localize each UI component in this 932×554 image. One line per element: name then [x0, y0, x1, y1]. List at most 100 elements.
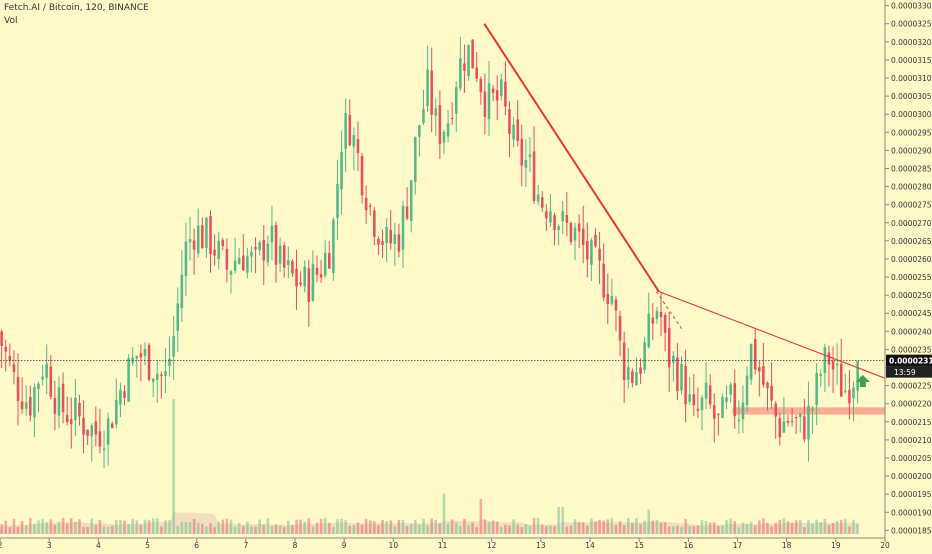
- candle-body: [426, 69, 429, 106]
- volume-bar: [827, 524, 831, 534]
- candle-body: [225, 248, 229, 270]
- volume-bar: [606, 519, 610, 534]
- price-tick-label: 0.00003250: [891, 20, 932, 29]
- volume-bar: [610, 518, 614, 534]
- countdown-badge: [886, 366, 932, 378]
- candle-body: [16, 376, 20, 401]
- candle-body: [594, 234, 597, 247]
- candle-body: [557, 226, 560, 231]
- candle-body: [500, 79, 503, 97]
- candle-body: [131, 357, 134, 363]
- candle-body: [385, 227, 388, 244]
- candle-body: [602, 263, 605, 298]
- candle-body: [262, 240, 266, 261]
- volume-bar: [319, 518, 323, 534]
- volume-bar: [356, 522, 360, 534]
- candle-body: [307, 268, 311, 303]
- volume-bar: [520, 527, 524, 534]
- volume-bar: [57, 521, 61, 534]
- candle-body: [282, 245, 286, 268]
- candle-body: [631, 371, 634, 383]
- volume-bar: [770, 526, 773, 534]
- time-tick-label: 3: [47, 541, 52, 550]
- candle-body: [205, 217, 208, 248]
- volume-bar: [532, 517, 536, 534]
- volume-bar: [758, 520, 761, 534]
- candle-body: [127, 358, 130, 402]
- volume-bar: [729, 518, 732, 534]
- price-tick-label: 0.00002900: [891, 146, 932, 155]
- volume-bar: [655, 520, 659, 534]
- candle-body: [143, 349, 147, 357]
- volume-bar: [692, 526, 696, 534]
- price-tick-label: 0.00001950: [891, 490, 932, 499]
- candle-body: [254, 247, 257, 250]
- volume-bar: [680, 526, 683, 534]
- support-zone: [732, 407, 895, 415]
- candle-body: [115, 399, 118, 425]
- candle-body: [749, 344, 753, 380]
- volume-bar: [790, 522, 794, 534]
- volume-bar: [553, 526, 556, 534]
- candle-body: [647, 313, 651, 347]
- candle-body: [508, 109, 511, 134]
- candle-body: [766, 382, 769, 389]
- price-tick-label: 0.00001850: [891, 526, 932, 535]
- candle-body: [536, 194, 540, 202]
- volume-bar: [258, 519, 261, 534]
- candle-body: [12, 364, 16, 373]
- candle-body: [463, 63, 466, 71]
- volume-bar: [311, 526, 315, 534]
- current-price-badge: [886, 354, 932, 367]
- candle-body: [446, 123, 450, 137]
- candle-body: [581, 228, 585, 245]
- candle-body: [287, 259, 290, 266]
- volume-bar: [708, 522, 712, 534]
- volume-bar: [0, 524, 3, 534]
- volume-bar: [577, 522, 581, 534]
- candle-body: [65, 415, 69, 423]
- candle-body: [827, 352, 831, 365]
- price-tick-label: 0.00002100: [891, 436, 932, 445]
- volume-bar: [639, 524, 642, 534]
- candle-body: [405, 206, 409, 219]
- volume-bar: [422, 518, 425, 534]
- volume-bar: [196, 522, 200, 534]
- volume-bar: [53, 524, 57, 534]
- candle-body: [90, 425, 94, 437]
- candle-body: [135, 355, 139, 359]
- candle-body: [725, 397, 728, 402]
- volume-bar: [459, 525, 462, 534]
- candle-body: [69, 419, 73, 425]
- candle-body: [217, 240, 220, 260]
- candle-body: [479, 78, 483, 93]
- volume-bar: [323, 517, 327, 534]
- candle-body: [41, 376, 44, 380]
- volume-bar: [594, 521, 597, 534]
- volume-bar: [418, 524, 421, 534]
- descending-trendline: [483, 23, 660, 293]
- candle-body: [438, 105, 442, 145]
- volume-bar: [463, 518, 466, 534]
- volume-bar: [733, 520, 737, 534]
- volume-bar: [360, 524, 364, 534]
- volume-bar: [37, 520, 40, 534]
- candle-body: [258, 242, 261, 251]
- volume-bar: [381, 519, 384, 534]
- volume-ma-area: [0, 512, 858, 534]
- candle-body: [53, 397, 57, 414]
- candle-body: [483, 91, 487, 118]
- volume-bar: [401, 519, 405, 534]
- candle-body: [540, 197, 544, 208]
- volume-bar: [626, 517, 630, 534]
- candle-body: [696, 408, 700, 411]
- candle-body: [778, 418, 782, 438]
- candle-body: [700, 397, 704, 411]
- time-tick-label: 4: [96, 541, 101, 550]
- time-tick-label: 16: [684, 541, 694, 550]
- volume-label: Vol: [4, 16, 18, 26]
- volume-bar: [823, 518, 827, 534]
- volume-bar: [803, 527, 806, 534]
- volume-bar: [622, 525, 626, 534]
